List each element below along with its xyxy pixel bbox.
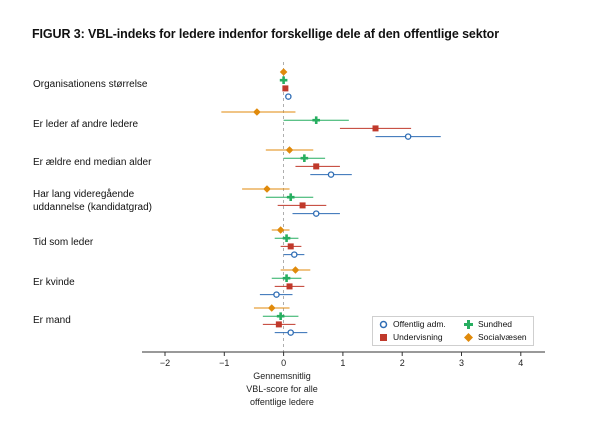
square-marker-icon <box>380 333 387 341</box>
legend-label: Socialvæsen <box>478 332 527 342</box>
legend: Offentlig adm. Sundhed Undervisning Soci… <box>372 316 534 346</box>
category-label: Organisationens størrelse <box>33 78 148 91</box>
x-tick-label: −1 <box>219 358 229 368</box>
legend-label: Undervisning <box>393 332 443 342</box>
category-label-line: Tid som leder <box>33 236 94 248</box>
x-tick-label: 0 <box>281 358 286 368</box>
circle-marker-icon <box>379 320 388 328</box>
data-point-diamond <box>267 304 276 312</box>
data-point-square <box>286 283 293 290</box>
x-caption-line: Gennemsnitlig <box>253 371 311 381</box>
category-label-line: Organisationens størrelse <box>33 78 148 90</box>
category-label: Har lang videregående uddannelse (kandida… <box>33 188 152 214</box>
x-caption-line: VBL-score for alle <box>246 384 318 394</box>
data-point-diamond <box>263 185 271 193</box>
category-label: Er kvinde <box>33 276 75 289</box>
data-point-square <box>275 321 282 328</box>
data-point-diamond <box>276 226 285 234</box>
data-point-plus <box>282 234 291 242</box>
legend-item-socialvaesen: Socialvæsen <box>464 332 527 342</box>
data-point-circle <box>291 251 298 258</box>
data-point-circle <box>285 93 292 100</box>
data-point-plus <box>279 76 288 84</box>
data-point-diamond <box>291 266 300 274</box>
category-label-line: Har lang videregående <box>33 189 135 201</box>
x-axis-caption: Gennemsnitlig VBL-score for alle offentl… <box>232 370 332 409</box>
category-label-line: uddannelse (kandidatgrad) <box>33 202 152 214</box>
legend-item-undervisning: Undervisning <box>379 332 443 342</box>
data-point-plus <box>282 274 291 282</box>
data-point-plus <box>300 154 309 162</box>
category-label: Er ældre end median alder <box>33 156 151 169</box>
x-tick-label: −2 <box>160 358 170 368</box>
category-label-line: Er ældre end median alder <box>33 156 152 168</box>
diamond-marker-icon <box>464 332 473 342</box>
data-point-circle <box>287 329 294 336</box>
data-point-square <box>313 163 320 170</box>
data-point-plus <box>286 193 295 201</box>
data-point-circle <box>312 210 320 217</box>
data-point-square <box>299 202 306 209</box>
legend-label: Offentlig adm. <box>393 319 446 329</box>
data-point-diamond <box>285 146 294 154</box>
x-caption-line: offentlige ledere <box>250 397 314 407</box>
data-point-circle <box>273 291 280 298</box>
figure-title: FIGUR 3: VBL-indeks for ledere indenfor … <box>32 27 499 41</box>
data-point-circle <box>404 133 412 140</box>
category-label: Er leder af andre ledere <box>33 118 138 131</box>
legend-item-offentlig-adm: Offentlig adm. <box>379 319 446 329</box>
plus-marker-icon <box>464 319 473 329</box>
data-point-circle <box>327 171 335 178</box>
category-label-line: Er kvinde <box>33 276 75 288</box>
legend-label: Sundhed <box>478 319 513 329</box>
category-label: Tid som leder <box>33 236 93 249</box>
data-point-square <box>287 243 294 250</box>
data-point-diamond <box>253 108 261 116</box>
x-tick-label: 4 <box>518 358 523 368</box>
data-point-diamond <box>279 68 288 76</box>
category-label-line: Er mand <box>33 314 71 326</box>
data-point-square <box>372 125 379 132</box>
x-tick-label: 3 <box>459 358 464 368</box>
legend-item-sundhed: Sundhed <box>464 319 512 329</box>
x-tick-label: 1 <box>340 358 345 368</box>
x-tick-label: 2 <box>400 358 405 368</box>
data-point-plus <box>276 312 285 320</box>
data-point-plus <box>312 116 321 124</box>
category-label-line: Er leder af andre ledere <box>33 118 139 130</box>
data-point-square <box>282 85 289 92</box>
category-label: Er mand <box>33 314 71 327</box>
